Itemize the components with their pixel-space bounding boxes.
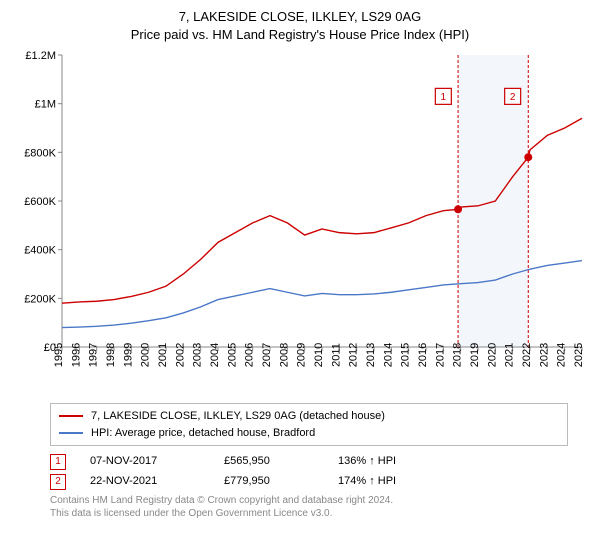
row-date: 07-NOV-2017 [90,452,200,472]
footer-line1: Contains HM Land Registry data © Crown c… [50,494,590,507]
y-tick-label: £1M [35,99,56,111]
row-delta: 136% ↑ HPI [338,452,396,472]
x-tick-label: 2019 [469,343,481,367]
x-tick-label: 2000 [140,343,152,367]
x-tick-label: 2024 [556,343,568,367]
figure-container: 7, LAKESIDE CLOSE, ILKLEY, LS29 0AG Pric… [0,0,600,560]
x-tick-label: 2021 [504,343,516,367]
x-tick-label: 2020 [486,343,498,367]
x-tick-label: 2002 [174,343,186,367]
x-tick-label: 2010 [313,343,325,367]
transaction-row: 1 07-NOV-2017 £565,950 136% ↑ HPI [50,452,590,472]
x-tick-label: 2011 [330,343,342,367]
x-tick-label: 2016 [417,343,429,367]
title-line1: 7, LAKESIDE CLOSE, ILKLEY, LS29 0AG [10,8,590,26]
chart-area: £0£200K£400K£600K£800K£1M£1.2M1995199619… [10,47,590,397]
y-tick-label: £800K [24,147,56,159]
x-tick-label: 2001 [157,343,169,367]
y-tick-label: £200K [24,293,56,305]
x-tick-label: 2005 [226,343,238,367]
x-tick-label: 2018 [452,343,464,367]
x-tick-label: 1996 [70,343,82,367]
legend-swatch [59,415,83,417]
title-line2: Price paid vs. HM Land Registry's House … [10,26,590,44]
legend-swatch [59,432,83,434]
x-tick-label: 1995 [53,343,65,367]
row-price: £779,950 [224,472,314,492]
row-delta: 174% ↑ HPI [338,472,396,492]
legend-row: 7, LAKESIDE CLOSE, ILKLEY, LS29 0AG (det… [59,408,559,425]
legend-row: HPI: Average price, detached house, Brad… [59,425,559,442]
x-tick-label: 1999 [122,343,134,367]
row-badge: 1 [50,454,66,470]
x-tick-label: 2004 [209,343,221,367]
x-tick-label: 2022 [521,343,533,367]
x-tick-label: 2008 [278,343,290,367]
x-tick-label: 1998 [105,343,117,367]
x-tick-label: 2017 [434,343,446,367]
row-price: £565,950 [224,452,314,472]
y-tick-label: £1.2M [25,50,56,62]
legend-label: HPI: Average price, detached house, Brad… [91,425,315,442]
x-tick-label: 2007 [261,343,273,367]
y-tick-label: £400K [24,245,56,257]
transaction-table: 1 07-NOV-2017 £565,950 136% ↑ HPI 2 22-NOV-20… [50,452,590,492]
x-tick-label: 2013 [365,343,377,367]
x-tick-label: 2003 [192,343,204,367]
x-tick-label: 2015 [400,343,412,367]
x-tick-label: 2006 [244,343,256,367]
transaction-dot [524,153,532,161]
transaction-badge-num: 1 [441,92,447,103]
row-date: 22-NOV-2021 [90,472,200,492]
x-tick-label: 2023 [538,343,550,367]
transaction-row: 2 22-NOV-2021 £779,950 174% ↑ HPI [50,472,590,492]
chart-svg: £0£200K£400K£600K£800K£1M£1.2M1995199619… [10,47,590,397]
x-tick-label: 1997 [88,343,100,367]
footer-attribution: Contains HM Land Registry data © Crown c… [50,494,590,520]
x-tick-label: 2025 [573,343,585,367]
x-tick-label: 2014 [382,343,394,367]
legend-label: 7, LAKESIDE CLOSE, ILKLEY, LS29 0AG (det… [91,408,385,425]
row-badge: 2 [50,474,66,490]
x-tick-label: 2009 [296,343,308,367]
x-tick-label: 2012 [348,343,360,367]
transaction-dot [454,205,462,213]
transaction-badge-num: 2 [510,92,516,103]
title-block: 7, LAKESIDE CLOSE, ILKLEY, LS29 0AG Pric… [10,8,590,43]
footer-line2: This data is licensed under the Open Gov… [50,507,590,520]
y-tick-label: £600K [24,196,56,208]
legend: 7, LAKESIDE CLOSE, ILKLEY, LS29 0AG (det… [50,403,568,446]
